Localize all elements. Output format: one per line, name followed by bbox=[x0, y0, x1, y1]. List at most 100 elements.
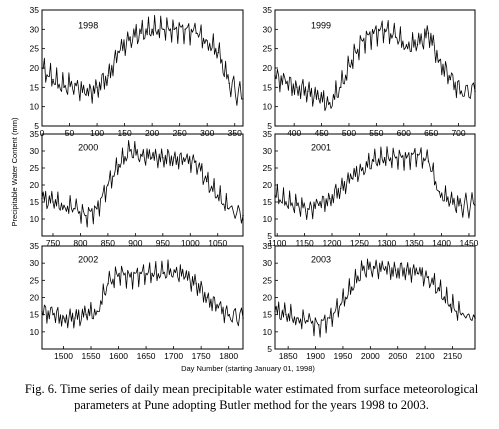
data-point bbox=[184, 160, 186, 162]
data-point bbox=[41, 67, 43, 69]
y-tick-label: 20 bbox=[30, 63, 40, 73]
data-point bbox=[195, 283, 197, 285]
x-tick-label: 1300 bbox=[377, 238, 396, 248]
y-axis-label: Precipitable Water Content (mm) bbox=[10, 117, 19, 226]
data-point bbox=[195, 32, 197, 34]
data-point bbox=[372, 160, 375, 162]
y-tick-label: 30 bbox=[30, 146, 40, 156]
data-point bbox=[405, 157, 408, 159]
x-tick-label: 700 bbox=[451, 128, 465, 138]
x-tick-label: 1650 bbox=[137, 351, 156, 361]
data-point bbox=[438, 289, 441, 292]
series-line-2002 bbox=[41, 259, 244, 329]
panel-2003: 5 10 15 20 25 30 35 1850 1900 1950 2000 2050 2100 215… bbox=[263, 241, 476, 361]
data-point bbox=[228, 208, 230, 210]
x-tick-label: 450 bbox=[314, 128, 328, 138]
y-tick-label: 5 bbox=[34, 121, 39, 131]
x-tick-label: 200 bbox=[145, 128, 159, 138]
data-point bbox=[427, 32, 430, 34]
data-point bbox=[129, 150, 131, 152]
x-tick-label: 1350 bbox=[405, 238, 424, 248]
x-tick-label: 550 bbox=[369, 128, 383, 138]
series-line-2001 bbox=[274, 146, 476, 220]
data-point bbox=[63, 317, 65, 319]
data-point bbox=[107, 283, 109, 285]
data-point bbox=[228, 313, 230, 316]
y-tick-label: 30 bbox=[263, 258, 273, 268]
data-point bbox=[118, 51, 120, 54]
data-point bbox=[361, 40, 364, 42]
y-tick-label: 35 bbox=[30, 241, 40, 251]
data-point bbox=[394, 36, 397, 38]
data-point bbox=[85, 214, 87, 217]
data-point bbox=[184, 276, 186, 278]
data-point bbox=[318, 204, 320, 207]
series-line-2003 bbox=[274, 258, 476, 338]
data-point bbox=[383, 269, 386, 271]
data-point bbox=[217, 51, 219, 54]
x-tick-label: 2150 bbox=[443, 351, 462, 361]
data-point bbox=[74, 317, 76, 319]
x-tick-label: 1000 bbox=[181, 238, 200, 248]
data-point bbox=[129, 276, 131, 278]
x-axis-label: Day Number (starting January 01, 1998) bbox=[181, 364, 315, 373]
x-tick-label: 350 bbox=[228, 128, 242, 138]
y-tick-label: 25 bbox=[263, 44, 273, 54]
data-point bbox=[151, 272, 153, 275]
x-tick-label: 1550 bbox=[82, 351, 101, 361]
data-point bbox=[449, 78, 452, 81]
data-point bbox=[140, 272, 142, 275]
x-tick-label: 1050 bbox=[208, 238, 227, 248]
data-point bbox=[361, 167, 364, 169]
x-tick-label: 1800 bbox=[219, 351, 238, 361]
x-tick-label: 750 bbox=[46, 238, 60, 248]
data-point bbox=[329, 317, 331, 319]
data-point bbox=[372, 32, 375, 34]
x-tick-label: 1450 bbox=[460, 238, 479, 248]
data-point bbox=[206, 180, 208, 183]
x-tick-label: 2000 bbox=[361, 351, 380, 361]
x-tick-label: 1200 bbox=[323, 238, 342, 248]
year-label: 2003 bbox=[311, 254, 331, 264]
series-line-1998 bbox=[41, 14, 244, 106]
x-tick-label: 1950 bbox=[333, 351, 352, 361]
data-point bbox=[274, 75, 276, 77]
data-point bbox=[63, 204, 65, 207]
data-point bbox=[107, 184, 109, 186]
data-point bbox=[96, 86, 98, 89]
x-tick-label: 1850 bbox=[279, 351, 298, 361]
series-line-1999 bbox=[274, 20, 476, 112]
data-point bbox=[340, 187, 342, 190]
data-point bbox=[140, 153, 142, 156]
data-point bbox=[217, 307, 219, 309]
data-point bbox=[63, 86, 65, 89]
year-label: 1998 bbox=[78, 21, 98, 31]
data-point bbox=[372, 265, 375, 268]
data-point bbox=[427, 160, 430, 162]
y-tick-label: 20 bbox=[263, 180, 273, 190]
data-point bbox=[41, 310, 43, 312]
data-point bbox=[195, 160, 197, 162]
data-point bbox=[296, 317, 298, 319]
x-tick-label: 1500 bbox=[54, 351, 73, 361]
year-label: 2002 bbox=[78, 254, 98, 264]
x-tick-label: 900 bbox=[128, 238, 142, 248]
y-tick-label: 15 bbox=[30, 197, 40, 207]
data-point bbox=[416, 44, 419, 46]
x-tick-label: 400 bbox=[287, 128, 301, 138]
x-tick-label: 850 bbox=[101, 238, 115, 248]
figure-panels: Precipitable Water Content (mm) Day Numb… bbox=[10, 5, 479, 373]
y-tick-label: 10 bbox=[30, 102, 40, 112]
panel-frame bbox=[41, 133, 244, 237]
y-tick-label: 20 bbox=[30, 180, 40, 190]
data-point bbox=[405, 269, 408, 271]
y-tick-label: 30 bbox=[30, 258, 40, 268]
data-point bbox=[416, 153, 419, 156]
x-tick-label: 500 bbox=[342, 128, 356, 138]
caption-line-1: Fig. 6. Time series of daily mean precip… bbox=[24, 382, 479, 396]
data-point bbox=[96, 208, 98, 210]
x-tick-label: 2100 bbox=[416, 351, 435, 361]
data-point bbox=[228, 82, 230, 85]
